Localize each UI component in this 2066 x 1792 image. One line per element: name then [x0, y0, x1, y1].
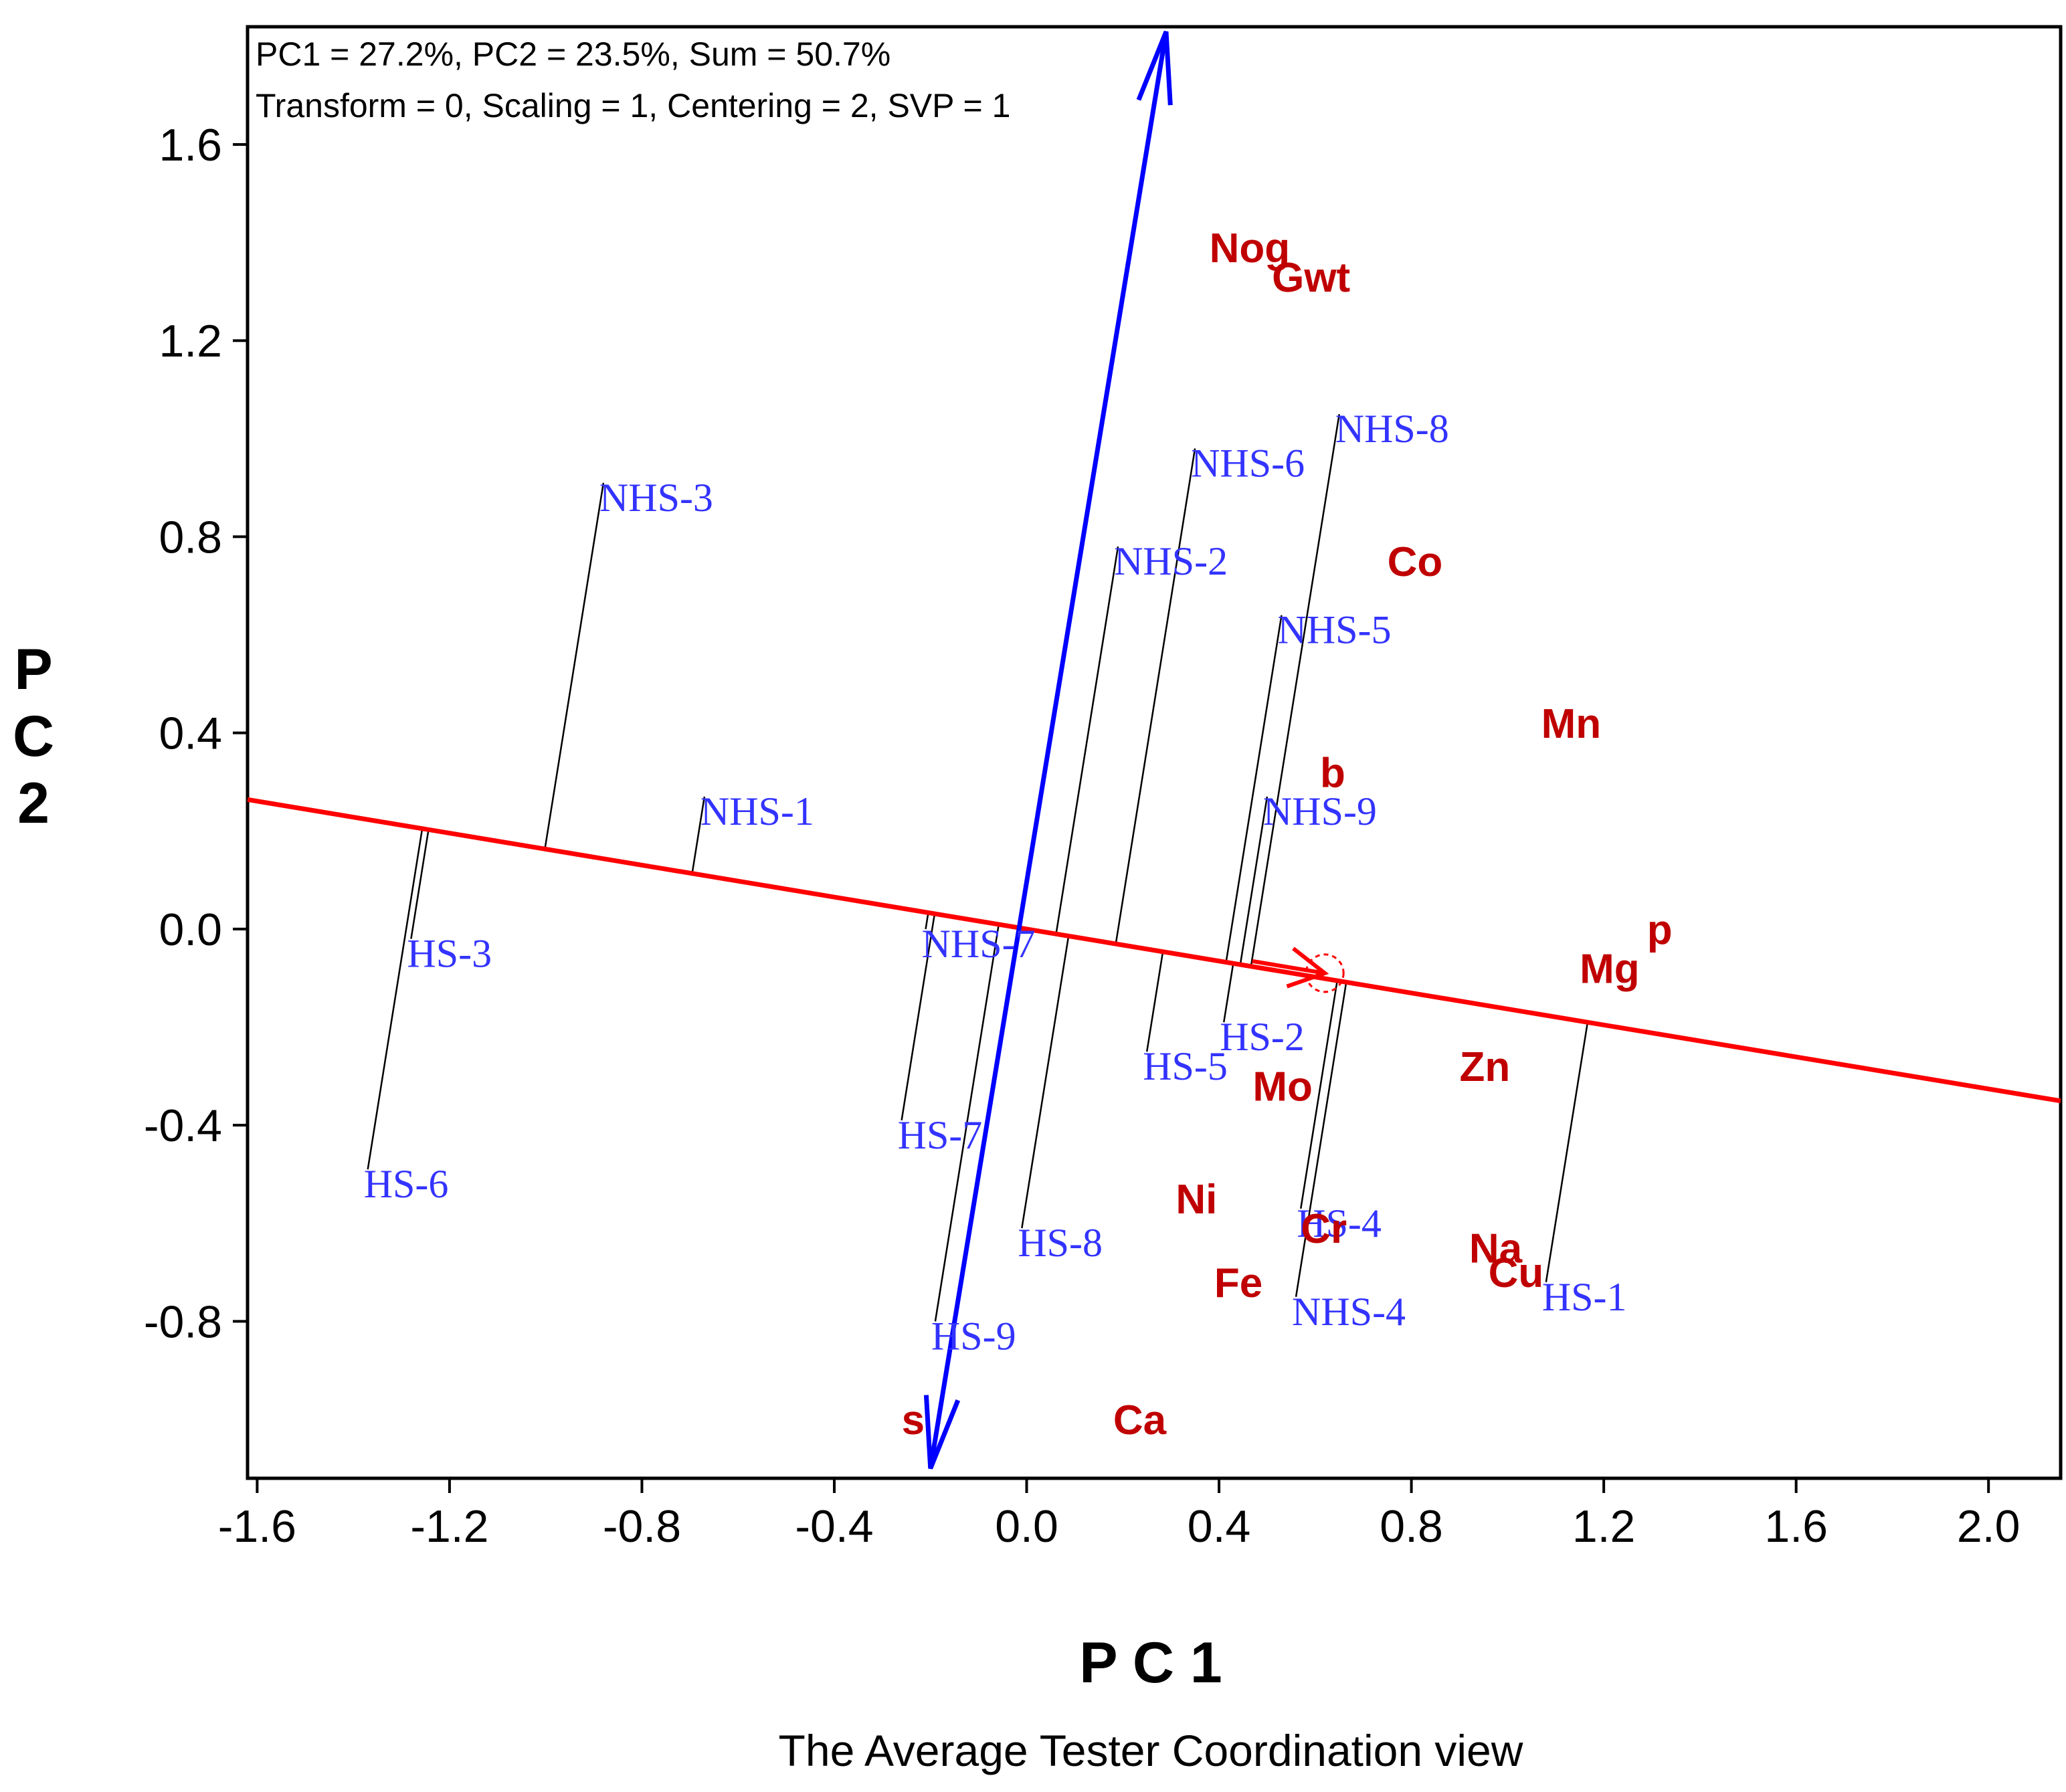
- genotype-label: HS-1: [1542, 1275, 1627, 1319]
- projection-line: [925, 912, 929, 930]
- projection-line: [1115, 448, 1196, 944]
- trait-label: Cr: [1301, 1206, 1347, 1252]
- genotype-label: HS-7: [898, 1113, 983, 1157]
- projection-line: [410, 829, 430, 939]
- genotype-label: HS-9: [931, 1314, 1016, 1358]
- axis-ticks: -1.6 -1.2 -0.8 -0.4 0.0 0.4 0.8 1.2 1.6 2.0 1.6 1.2…: [144, 120, 2021, 1552]
- x-tick-label: 1.2: [1572, 1501, 1636, 1552]
- trait-label: s: [902, 1397, 925, 1443]
- trait-label: Na: [1469, 1225, 1523, 1272]
- genotype-label: HS-4: [1297, 1201, 1382, 1246]
- projection-line: [544, 482, 605, 850]
- projection-line: [1021, 936, 1070, 1229]
- trait-label: Ca: [1113, 1397, 1167, 1443]
- projection-line: [1222, 963, 1234, 1023]
- ata-axes: [247, 31, 2061, 1470]
- x-tick-label: -1.2: [410, 1501, 488, 1552]
- trait-label: Cu: [1489, 1250, 1544, 1296]
- trait-label: Mo: [1252, 1064, 1313, 1110]
- projection-line: [1225, 615, 1283, 963]
- average-environment-arrow-shaft: [1252, 959, 1325, 975]
- x-tick-label: 0.8: [1380, 1501, 1443, 1552]
- projection-line: [1250, 413, 1340, 967]
- x-tick-label: 0.4: [1188, 1501, 1251, 1552]
- x-tick-label: 1.6: [1764, 1501, 1828, 1552]
- projection-line: [1055, 546, 1119, 934]
- trait-label: Mg: [1580, 947, 1640, 993]
- genotype-label: NHS-6: [1191, 441, 1305, 485]
- trait-label: Gwt: [1272, 255, 1350, 301]
- genotype-label: HS-2: [1220, 1015, 1305, 1059]
- x-tick-label: -0.8: [603, 1501, 681, 1552]
- projection-line: [934, 924, 1000, 1322]
- x-tick-label: -0.4: [795, 1501, 873, 1552]
- info-line-2: Transform = 0, Scaling = 1, Centering = …: [256, 87, 1010, 124]
- projection-line: [1239, 796, 1269, 965]
- trait-label: Ni: [1176, 1177, 1217, 1223]
- y-tick-label: -0.8: [144, 1296, 222, 1347]
- genotype-label: NHS-8: [1335, 407, 1449, 451]
- x-axis-title: P C 1: [1079, 1631, 1222, 1695]
- y-tick-label: 0.8: [159, 512, 222, 563]
- ordinate-arrow-top: [1136, 31, 1173, 106]
- projection-line: [691, 796, 706, 874]
- projection-line: [1295, 982, 1347, 1297]
- genotype-label: HS-8: [1018, 1221, 1103, 1265]
- projection-line: [1300, 980, 1338, 1209]
- genotype-label: NHS-5: [1277, 608, 1391, 652]
- trait-label: Mn: [1541, 701, 1602, 747]
- y-axis-title-letter-1: P: [14, 637, 52, 702]
- y-tick-label: 1.6: [159, 120, 222, 171]
- genotype-label: NHS-4: [1292, 1290, 1406, 1334]
- genotype-label: NHS-3: [599, 476, 713, 520]
- projection-line: [1145, 951, 1164, 1052]
- trait-label: p: [1647, 907, 1673, 953]
- trait-label: Co: [1388, 539, 1443, 585]
- genotype-label: HS-5: [1143, 1044, 1228, 1088]
- genotype-label: NHS-9: [1263, 789, 1377, 833]
- x-tick-label: -1.6: [218, 1501, 296, 1552]
- ata-abscissa-line: [247, 797, 2061, 1104]
- projection-line: [1545, 1022, 1589, 1282]
- ordinate-arrow-bottom: [923, 1395, 961, 1470]
- y-axis-title-letter-3: 2: [17, 771, 50, 835]
- genotype-label: NHS-2: [1114, 539, 1228, 583]
- projection-lines: [367, 413, 1589, 1322]
- genotype-labels: NHS-3 NHS-1 NHS-7 NHS-2 NHS-6 NHS-5 NHS-8 NHS-9…: [364, 407, 1627, 1358]
- genotype-label: HS-6: [364, 1162, 449, 1206]
- y-axis-title-letter-2: C: [13, 704, 54, 769]
- y-tick-label: -0.4: [144, 1100, 222, 1151]
- y-tick-label: 0.4: [159, 708, 222, 759]
- average-environment-marker: [1305, 953, 1345, 993]
- trait-label: Nog: [1210, 225, 1291, 272]
- x-tick-label: 2.0: [1957, 1501, 2021, 1552]
- x-tick-label: 0.0: [995, 1501, 1058, 1552]
- trait-label: Fe: [1214, 1260, 1262, 1306]
- projection-line: [901, 913, 936, 1121]
- genotype-label: HS-3: [407, 932, 492, 976]
- projection-line: [367, 828, 424, 1170]
- genotype-label: NHS-7: [922, 922, 1036, 966]
- chart-caption: The Average Tester Coordination view: [779, 1726, 1523, 1775]
- info-line-1: PC1 = 27.2%, PC2 = 23.5%, Sum = 50.7%: [256, 35, 890, 73]
- plot-frame: [246, 25, 2063, 1480]
- average-environment-arrow-head: [1286, 947, 1329, 989]
- y-tick-label: 0.0: [159, 904, 222, 955]
- y-tick-label: 1.2: [159, 316, 222, 367]
- trait-label: Zn: [1459, 1044, 1510, 1090]
- genotype-label: NHS-1: [700, 789, 814, 833]
- ata-ordinate-line: [928, 31, 1169, 1469]
- trait-label: b: [1320, 750, 1345, 796]
